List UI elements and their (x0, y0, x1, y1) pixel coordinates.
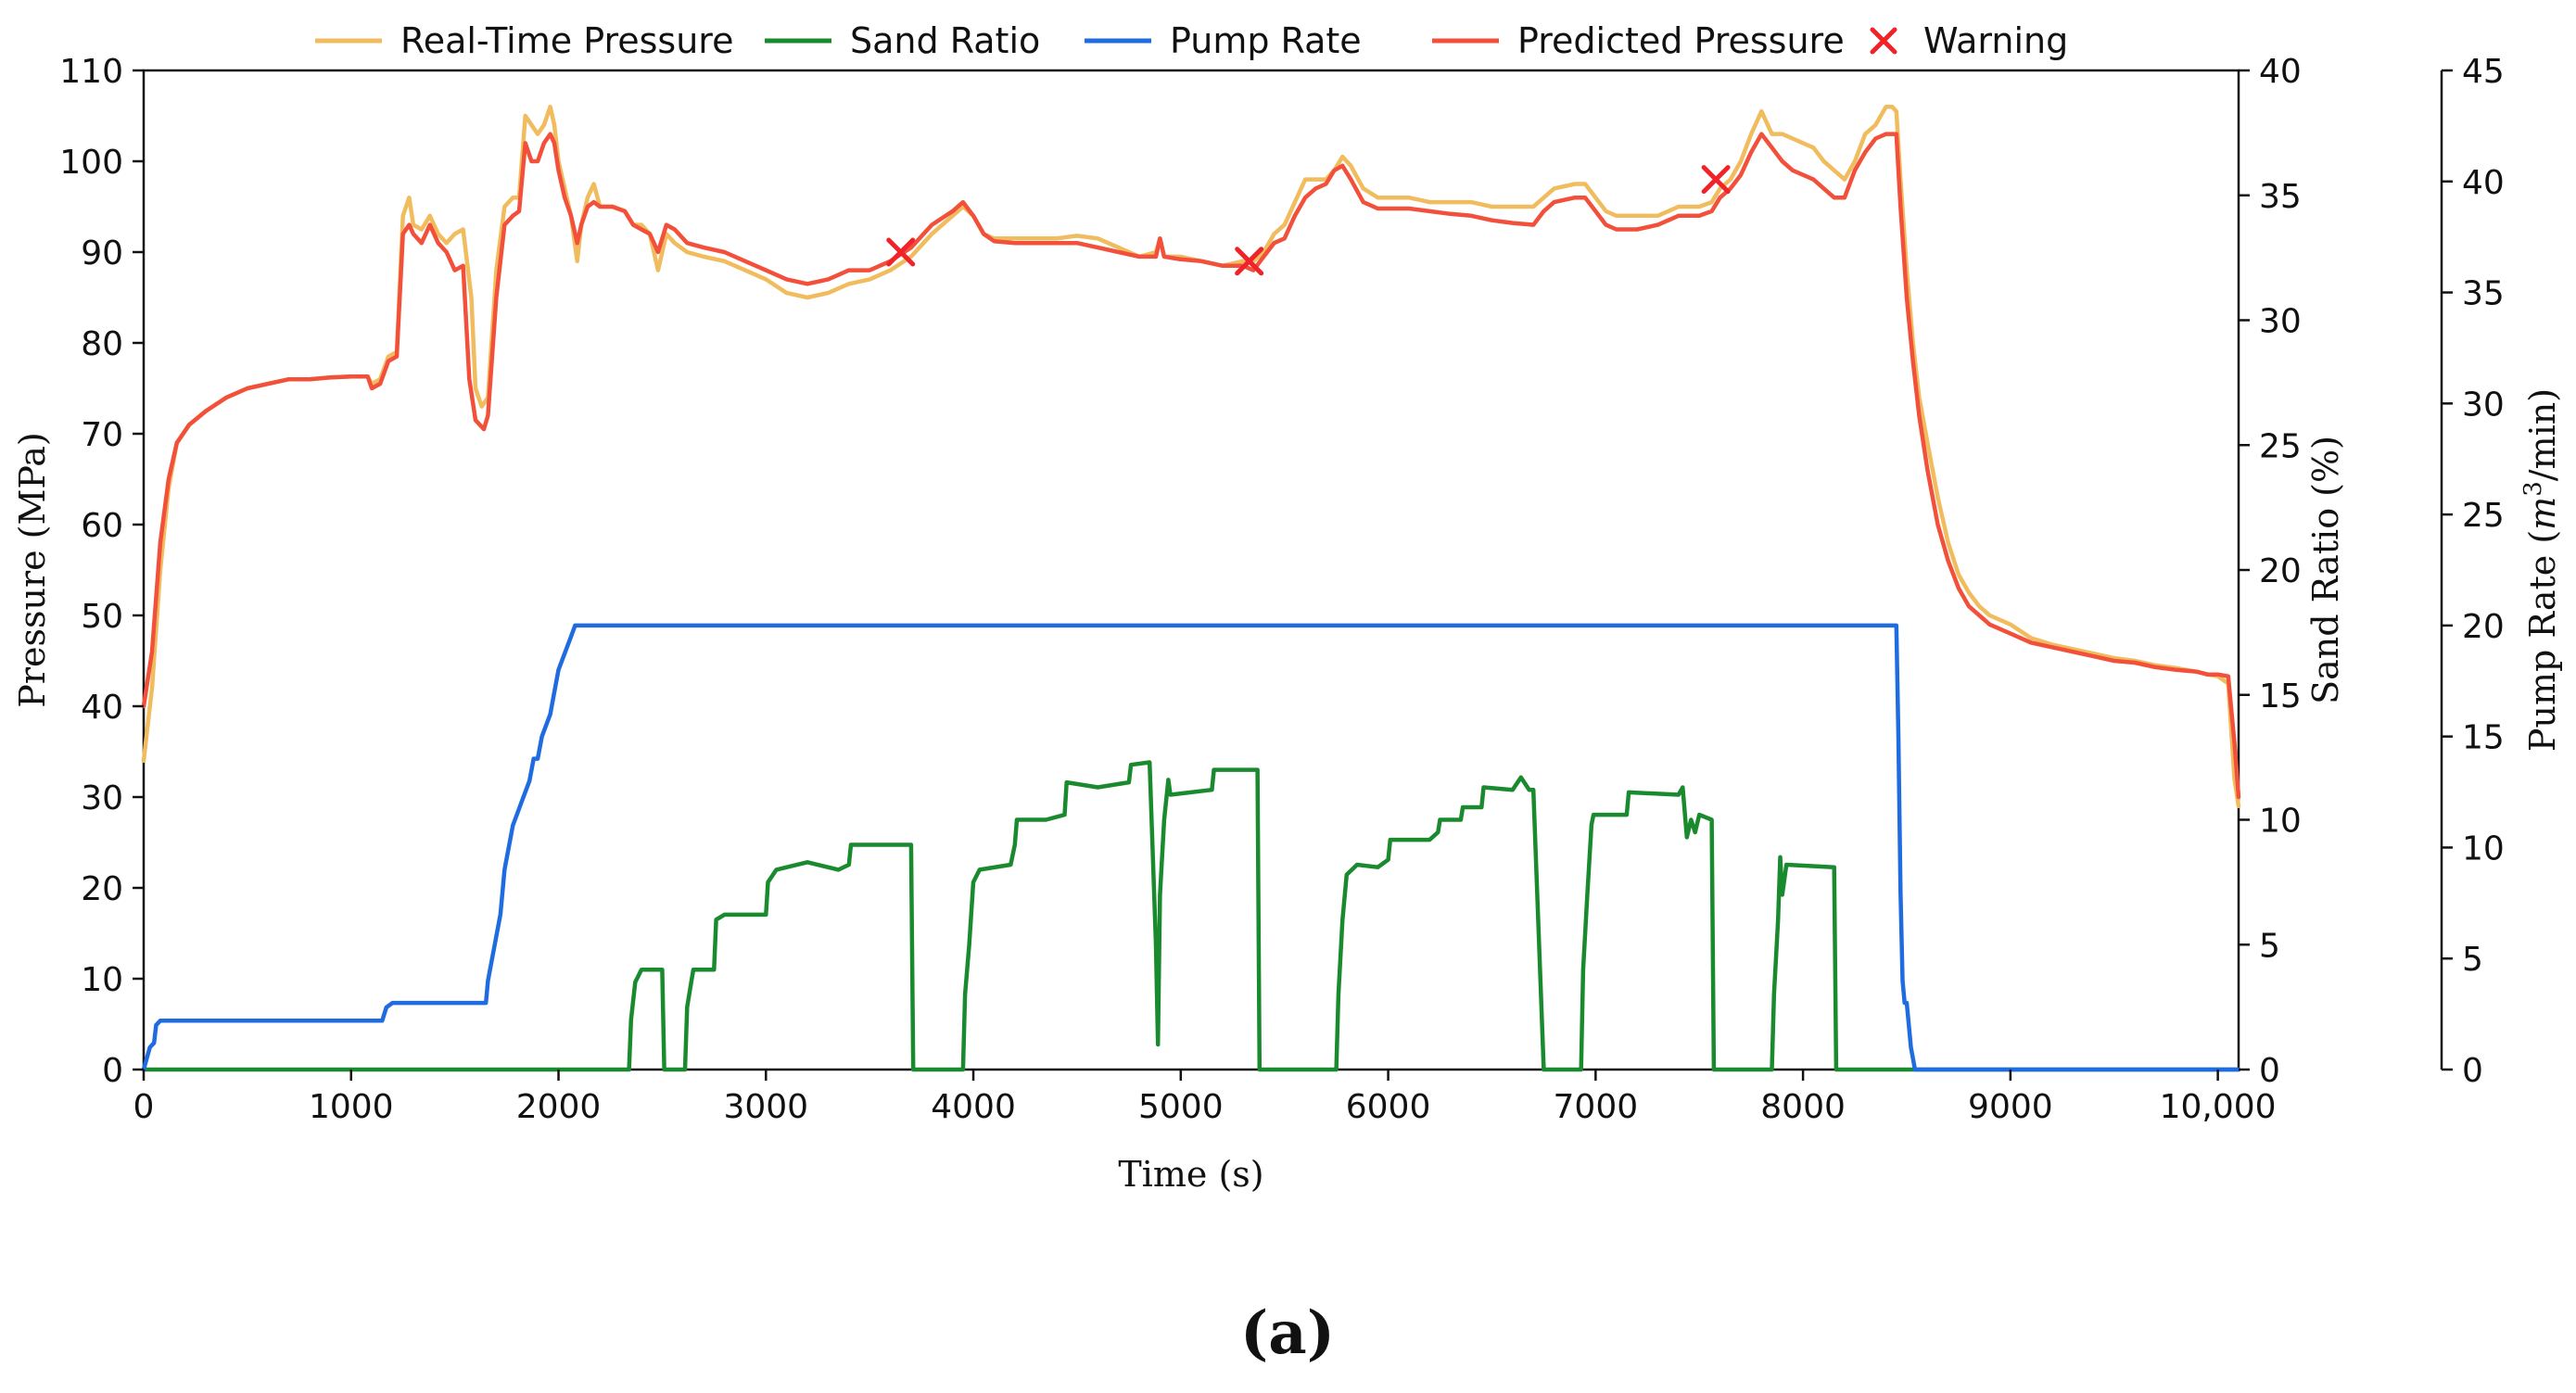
legend: Real-Time Pressure Sand Ratio Pump Rate Pre… (315, 20, 2068, 61)
pressure-tick-label: 0 (102, 1052, 123, 1090)
pressure-axis-title: Pressure (MPa) (12, 432, 53, 708)
sand-ratio-tick-label: 15 (2259, 678, 2302, 715)
warning-marker (886, 237, 916, 267)
pressure-tick-label: 50 (81, 598, 123, 636)
sand-ratio-axis-ticks: 0 5 10 15 20 25 30 35 40 (2239, 53, 2302, 1090)
legend-label-predicted-pressure: Predicted Pressure (1517, 20, 1845, 61)
series-pump-rate (141, 623, 2241, 1072)
pump-rate-tick-label: 20 (2462, 608, 2505, 646)
pump-rate-tick-label: 5 (2462, 941, 2483, 979)
pump-rate-tick-label: 25 (2462, 497, 2505, 535)
pump-rate-tick-label: 35 (2462, 275, 2505, 313)
legend-swatch-warning (1870, 27, 1897, 55)
pressure-tick-label: 60 (81, 507, 123, 545)
plot-frame (142, 69, 2240, 1071)
sand-ratio-tick-label: 0 (2259, 1052, 2280, 1090)
pressure-tick-label: 20 (81, 870, 123, 908)
legend-label-sand-ratio: Sand Ratio (850, 20, 1040, 61)
pump-rate-title-prefix: Pump Rate ( (2522, 530, 2563, 752)
pressure-tick-label: 40 (81, 689, 123, 727)
pump-rate-tick-label: 30 (2462, 386, 2505, 424)
sand-ratio-tick-label: 25 (2259, 427, 2302, 465)
x-tick-label: 2000 (516, 1088, 602, 1126)
pump-rate-tick-label: 40 (2462, 164, 2505, 202)
pump-rate-axis-ticks: 0 5 10 15 20 25 30 35 40 45 (2442, 53, 2505, 1090)
x-axis-title: Time (s) (1118, 1154, 1263, 1195)
pump-rate-tick-label: 0 (2462, 1052, 2483, 1090)
pressure-tick-label: 30 (81, 779, 123, 817)
x-tick-label: 10,000 (2160, 1088, 2277, 1126)
x-axis-ticks: 0 1000 2000 3000 4000 5000 6000 7000 8000 9000 10,… (133, 1070, 2277, 1126)
pressure-tick-label: 70 (81, 416, 123, 454)
x-tick-label: 3000 (723, 1088, 808, 1126)
pump-rate-title-unit: m (2522, 497, 2563, 530)
pump-rate-tick-label: 45 (2462, 53, 2505, 91)
pressure-tick-label: 10 (81, 961, 123, 999)
pressure-tick-label: 90 (81, 234, 123, 272)
pump-rate-title-sup: 3 (2519, 481, 2547, 497)
figure-caption: (a) (1240, 1298, 1335, 1368)
x-tick-label: 4000 (931, 1088, 1016, 1126)
series-predicted-pressure (141, 132, 2241, 800)
warning-marker (1701, 165, 1731, 195)
warning-markers (886, 165, 1731, 276)
x-tick-label: 9000 (1968, 1088, 2053, 1126)
pressure-axis-ticks: 0 10 20 30 40 50 60 70 80 90 100 110 (59, 53, 144, 1090)
x-tick-label: 8000 (1760, 1088, 1846, 1126)
warning-marker (1235, 247, 1264, 276)
sand-ratio-tick-label: 40 (2259, 53, 2302, 91)
pressure-tick-label: 100 (59, 144, 123, 182)
sand-ratio-tick-label: 35 (2259, 178, 2302, 216)
pump-rate-title-suffix: /min) (2522, 388, 2563, 481)
legend-label-warning: Warning (1923, 20, 2068, 61)
sand-ratio-tick-label: 30 (2259, 303, 2302, 341)
x-tick-label: 5000 (1138, 1088, 1224, 1126)
sand-ratio-tick-label: 10 (2259, 803, 2302, 841)
x-tick-label: 1000 (309, 1088, 394, 1126)
sand-ratio-tick-label: 5 (2259, 927, 2280, 965)
pressure-tick-label: 110 (59, 53, 123, 91)
series-layer (141, 104, 2241, 1072)
plot-area (141, 69, 2241, 1072)
x-tick-label: 6000 (1346, 1088, 1431, 1126)
pump-rate-axis-title: Pump Rate (m3/min) (2519, 388, 2563, 752)
pressure-tick-label: 80 (81, 325, 123, 363)
x-tick-label: 7000 (1554, 1088, 1639, 1126)
legend-label-pump-rate: Pump Rate (1170, 20, 1362, 61)
sand-ratio-axis-title: Sand Ratio (%) (2305, 436, 2346, 704)
sand-ratio-tick-label: 20 (2259, 552, 2302, 590)
x-tick-label: 0 (133, 1088, 155, 1126)
legend-label-real-time-pressure: Real-Time Pressure (400, 20, 733, 61)
series-sand-ratio (141, 760, 2241, 1072)
pump-rate-tick-label: 15 (2462, 719, 2505, 757)
pump-rate-tick-label: 10 (2462, 829, 2505, 867)
